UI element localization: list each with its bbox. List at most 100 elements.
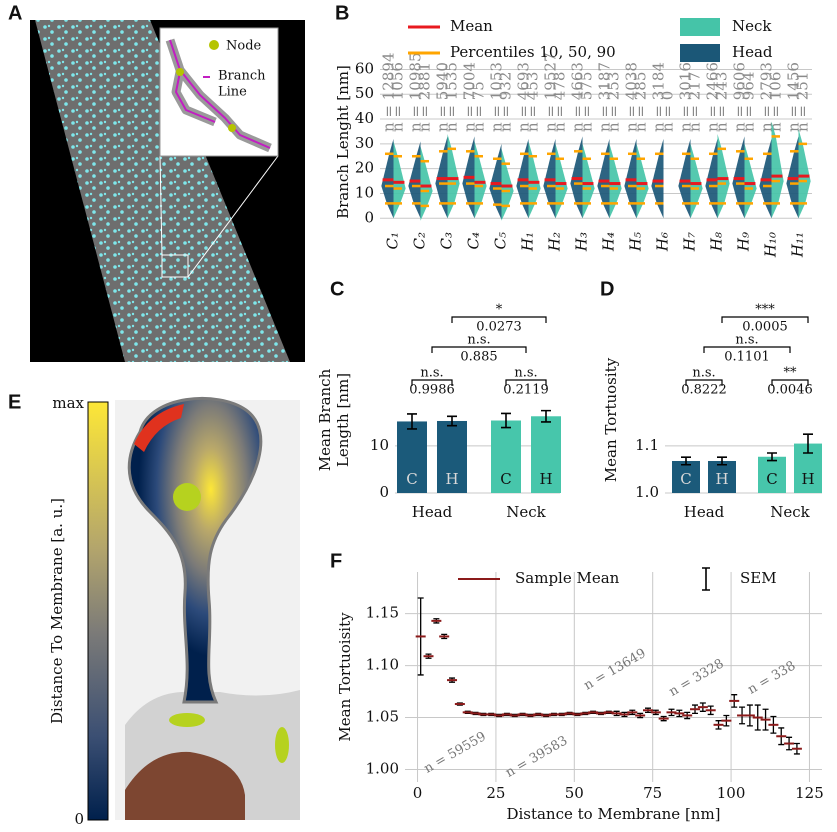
colorbar-tick: max: [52, 394, 84, 412]
annotation: n = 39583: [503, 733, 570, 780]
n-label: n = 0: [659, 91, 677, 132]
n-label: n = 10985: [407, 53, 425, 132]
n-label: n = 19527: [542, 53, 560, 132]
panel-label: A: [8, 2, 22, 24]
y-tick-label: 0: [364, 208, 374, 226]
n-label: n = 7004: [461, 62, 479, 132]
panel-label: F: [330, 550, 342, 572]
p-value: 0.9986: [409, 383, 455, 398]
annotation: n = 3328: [667, 656, 727, 699]
violin: [393, 141, 406, 219]
y-axis-label: Mean Branch: [316, 368, 334, 471]
x-tick-label: H₅: [627, 232, 645, 252]
violin: [420, 146, 433, 221]
n-label: n = 1053: [488, 62, 506, 132]
colorbar: [87, 401, 109, 821]
significance-label: n.s.: [467, 333, 490, 348]
y-tick-label: 10: [370, 436, 389, 454]
significance-label: n.s.: [735, 333, 758, 348]
y-tick-label: 50: [355, 84, 374, 102]
legend-node-marker: [209, 40, 219, 50]
legend-swatch: [680, 18, 720, 36]
significance-label: **: [784, 366, 798, 381]
bar: [531, 416, 561, 493]
significance-bracket: [431, 346, 527, 353]
legend-label: Neck: [732, 17, 772, 35]
p-value: 0.8222: [681, 383, 727, 398]
colorbar-label: Distance To Membrane [a. u.]: [48, 498, 66, 724]
x-tick-label: H₂: [546, 232, 564, 252]
bar-letter: H: [539, 470, 552, 488]
p-value: 0.2119: [503, 383, 549, 398]
error-bar: [717, 456, 727, 466]
significance-label: n.s.: [692, 366, 715, 381]
p-value: 0.0005: [742, 320, 788, 335]
error-bar: [501, 412, 511, 429]
n-label: n = 4663: [569, 62, 587, 132]
legend-label: Sample Mean: [515, 569, 620, 587]
n-label: n = 3016: [677, 62, 695, 132]
x-tick-label: Neck: [506, 503, 546, 521]
violin: [609, 143, 622, 219]
node: [176, 68, 184, 76]
branch-line: [169, 39, 271, 149]
n-label: n = 2466: [704, 62, 722, 132]
x-tick-label: Head: [684, 503, 725, 521]
y-tick-label: 1.10: [366, 656, 399, 674]
skeleton-nodes: [35, 20, 290, 362]
colorbar-tick: 0: [74, 810, 84, 828]
x-tick-label: C₄: [465, 232, 483, 250]
x-tick-label: H₉: [735, 232, 753, 252]
violin: [474, 141, 487, 219]
n-label: n = 1456: [785, 62, 803, 132]
n-label: n = 3184: [650, 62, 668, 132]
x-tick-label: H₁₀: [762, 232, 780, 258]
p-value: 0.1101: [724, 350, 770, 365]
x-tick-label: C₁: [384, 232, 402, 250]
bar: [397, 421, 427, 493]
annotation: n = 338: [745, 658, 798, 697]
x-tick-label: H₄: [600, 232, 618, 252]
p-value: 0.0046: [767, 383, 813, 398]
violin: [582, 143, 595, 219]
n-label: n = 75: [470, 81, 488, 132]
error-bar: [407, 413, 417, 430]
violin: [636, 143, 649, 219]
legend-node: Node: [226, 39, 262, 54]
violin: [798, 128, 811, 219]
x-tick-label: 25: [486, 784, 505, 802]
n-label: n = 217: [686, 72, 704, 132]
error-bar: [681, 456, 691, 466]
p-value: 0.885: [460, 350, 497, 365]
error-bar: [803, 433, 813, 454]
significance-bracket: [703, 346, 791, 353]
bar: [758, 456, 786, 493]
y-tick-label: 20: [355, 159, 374, 177]
violin: [555, 143, 568, 219]
x-axis-label: Distance to Membrane [nm]: [506, 805, 720, 823]
n-label: n = 1056: [389, 62, 407, 132]
panel-label: C: [330, 278, 344, 300]
bar: [708, 460, 736, 493]
bar-letter: C: [406, 470, 417, 488]
error-bar: [767, 452, 777, 462]
x-tick-label: 0: [413, 784, 423, 802]
y-tick-label: 1.0: [635, 483, 659, 501]
significance-bracket: [685, 379, 723, 386]
n-label: n = 453: [524, 72, 542, 132]
y-tick-label: 1.1: [635, 436, 659, 454]
x-tick-label: H₇: [681, 232, 699, 252]
error-bar: [447, 415, 457, 427]
x-tick-label: H₃: [573, 232, 591, 252]
violin: [744, 143, 757, 219]
n-label: n = 4038: [623, 62, 641, 132]
bar-letter: C: [500, 470, 511, 488]
significance-label: ***: [755, 303, 775, 318]
violin: [447, 133, 460, 219]
psd: [134, 404, 184, 452]
x-tick-label: H₆: [654, 232, 672, 252]
n-label: n = 106: [767, 72, 785, 132]
zoom-box: [161, 254, 189, 278]
violin: [489, 143, 502, 220]
n-label: n = 478: [551, 72, 569, 132]
